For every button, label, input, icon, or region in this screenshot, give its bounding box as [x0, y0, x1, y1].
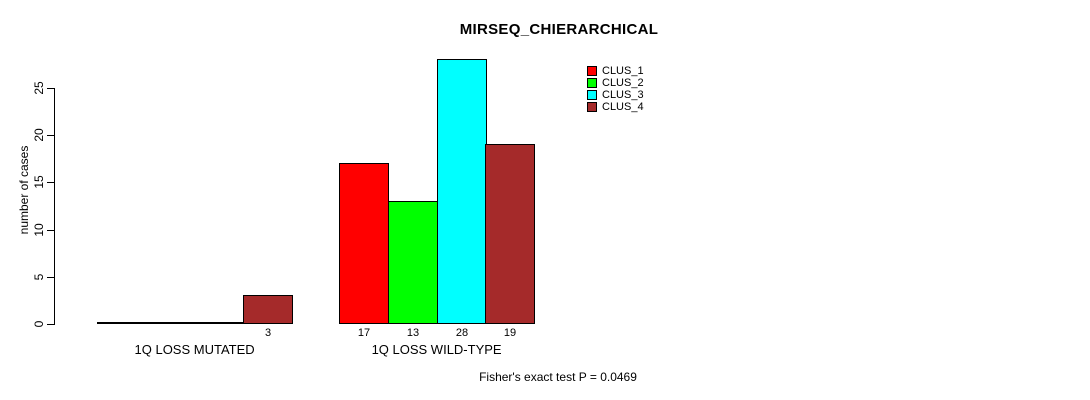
legend-item: CLUS_1	[587, 65, 644, 77]
y-axis-tick	[47, 182, 54, 183]
y-axis-line	[54, 88, 55, 325]
bar-clus_3	[437, 59, 487, 324]
legend-label: CLUS_2	[602, 77, 644, 89]
bar-clus_1	[339, 163, 389, 324]
y-axis-tick	[47, 230, 54, 231]
bar-clus_2	[388, 201, 438, 324]
bar-clus_4	[243, 295, 293, 324]
bar-value-label: 19	[503, 327, 517, 339]
bar-value-label: 17	[357, 327, 371, 339]
y-tick-label: 10	[32, 223, 46, 237]
bar-value-label: 13	[406, 327, 420, 339]
zero-height-bar-clus_2	[146, 322, 196, 324]
annotation-fisher-test: Fisher's exact test P = 0.0469	[479, 370, 637, 384]
legend-swatch-clus_4	[587, 102, 597, 112]
chart-title: MIRSEQ_CHIERARCHICAL	[459, 21, 659, 38]
y-axis-tick	[47, 135, 54, 136]
y-tick-label: 0	[32, 320, 46, 328]
y-axis-tick	[47, 277, 54, 278]
legend: CLUS_1 CLUS_2 CLUS_3 CLUS_4	[587, 65, 644, 113]
legend-label: CLUS_3	[602, 89, 644, 101]
zero-height-bar-clus_3	[195, 322, 245, 324]
legend-swatch-clus_2	[587, 78, 597, 88]
legend-swatch-clus_1	[587, 66, 597, 76]
y-tick-label: 20	[32, 128, 46, 142]
y-tick-label: 15	[32, 175, 46, 189]
y-axis-title: number of cases	[17, 145, 31, 235]
legend-label: CLUS_4	[602, 101, 644, 113]
bar-clus_4	[485, 144, 535, 324]
y-axis-tick	[47, 88, 54, 89]
bar-value-label: 3	[264, 327, 272, 339]
legend-swatch-clus_3	[587, 90, 597, 100]
zero-height-bar-clus_1	[97, 322, 147, 324]
y-tick-label: 5	[32, 273, 46, 281]
y-axis-tick	[47, 324, 54, 325]
legend-label: CLUS_1	[602, 65, 644, 77]
legend-item: CLUS_4	[587, 101, 644, 113]
category-label: 1Q LOSS MUTATED	[134, 342, 255, 357]
legend-item: CLUS_2	[587, 77, 644, 89]
y-tick-label: 25	[32, 81, 46, 95]
bar-value-label: 28	[455, 327, 469, 339]
category-label: 1Q LOSS WILD-TYPE	[371, 342, 502, 357]
legend-item: CLUS_3	[587, 89, 644, 101]
